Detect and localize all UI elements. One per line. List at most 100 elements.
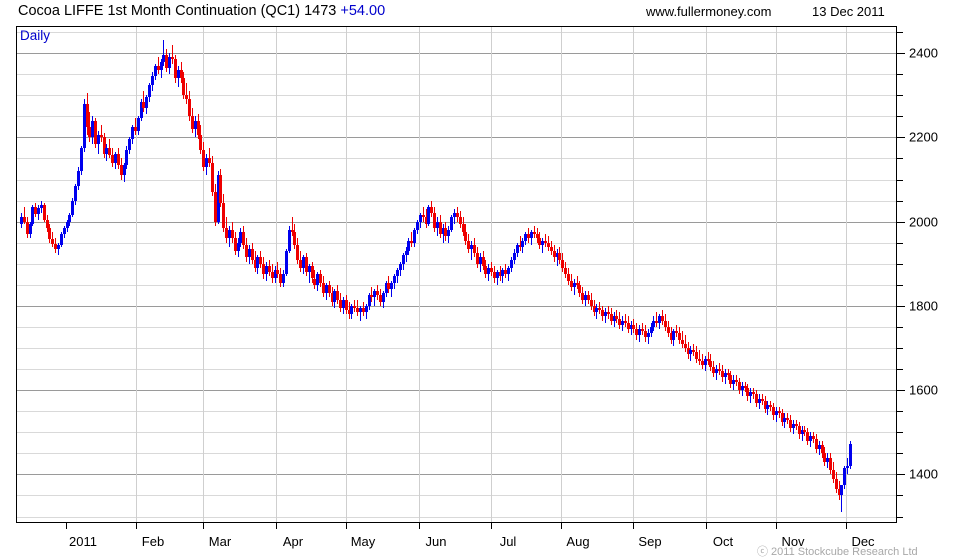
- gridline-major: [17, 137, 896, 138]
- candle-body: [74, 185, 77, 201]
- candle-body: [311, 265, 314, 279]
- candle-body: [601, 310, 604, 317]
- candle-body: [581, 293, 584, 300]
- gridline-vertical: [346, 27, 347, 522]
- candle-body: [88, 126, 91, 138]
- candle-body: [504, 270, 507, 275]
- candle-body: [425, 217, 428, 224]
- candle-body: [336, 291, 339, 300]
- candle-body: [436, 221, 439, 228]
- candle-body: [795, 423, 798, 426]
- candle-body: [689, 350, 692, 355]
- candle-body: [772, 406, 775, 416]
- candle-body: [180, 69, 183, 79]
- candle-wick: [574, 278, 575, 296]
- x-tick: [136, 523, 137, 529]
- candle-body: [151, 76, 154, 85]
- candle-body: [587, 295, 590, 300]
- candle-body: [71, 200, 74, 216]
- candle-body: [493, 272, 496, 279]
- candle-wick: [676, 324, 677, 338]
- candle-body: [171, 57, 174, 60]
- gridline-minor: [17, 517, 896, 518]
- y-tick: [897, 306, 905, 308]
- candle-body: [584, 295, 587, 300]
- y-tick: [897, 369, 903, 370]
- candle-body: [217, 175, 220, 222]
- candle-body: [262, 263, 265, 275]
- gridline-vertical: [846, 27, 847, 522]
- candle-body: [621, 320, 624, 325]
- candle-body: [63, 227, 66, 235]
- candle-body: [701, 360, 704, 365]
- candle-body: [843, 468, 846, 485]
- candle-body: [43, 204, 46, 220]
- candle-body: [37, 208, 40, 215]
- candle-wick: [101, 124, 102, 142]
- y-tick: [897, 32, 903, 33]
- candle-body: [373, 291, 376, 298]
- candle-body: [80, 147, 83, 172]
- candle-body: [390, 282, 393, 290]
- candle-body: [399, 263, 402, 271]
- candle-body: [746, 388, 749, 397]
- y-tick: [897, 201, 903, 202]
- candle-body: [97, 135, 100, 144]
- candle-body: [758, 398, 761, 403]
- candle-body: [279, 274, 282, 283]
- gridline-vertical: [561, 27, 562, 522]
- candle-body: [467, 240, 470, 249]
- candle-body: [333, 291, 336, 302]
- candle-body: [476, 253, 479, 264]
- candle-body: [368, 295, 371, 306]
- candle-body: [544, 240, 547, 243]
- gridline-vertical: [136, 27, 137, 522]
- x-axis-label: 2011: [69, 534, 97, 549]
- gridline-minor: [17, 348, 896, 349]
- candle-body: [165, 55, 168, 68]
- gridline-minor: [17, 32, 896, 33]
- gridline-major: [17, 53, 896, 54]
- candle-body: [715, 369, 718, 374]
- candle-body: [125, 150, 128, 165]
- candle-body: [718, 369, 721, 372]
- x-axis-label: Jul: [499, 534, 517, 549]
- candle-body: [285, 251, 288, 275]
- candle-body: [251, 249, 254, 260]
- candle-body: [148, 84, 151, 98]
- candle-body: [541, 240, 544, 245]
- candle-body: [140, 101, 143, 119]
- y-tick: [897, 116, 903, 117]
- gridline-major: [17, 222, 896, 223]
- y-tick: [897, 474, 905, 476]
- candle-body: [442, 227, 445, 235]
- gridline-minor: [17, 264, 896, 265]
- candle-body: [709, 360, 712, 367]
- chart-header: Cocoa LIFFE 1st Month Continuation (QC1)…: [0, 0, 980, 24]
- candle-body: [128, 139, 131, 150]
- candle-body: [698, 358, 701, 361]
- candle-body: [766, 404, 769, 410]
- instrument-title: Cocoa LIFFE 1st Month Continuation (QC1)…: [18, 3, 385, 19]
- candle-body: [496, 272, 499, 279]
- candle-wick: [58, 242, 59, 256]
- candle-wick: [209, 147, 210, 167]
- candle-body: [142, 101, 145, 108]
- candle-body: [325, 284, 328, 294]
- gridline-minor: [17, 180, 896, 181]
- candle-body: [521, 240, 524, 247]
- y-axis-label: 2200: [909, 129, 938, 145]
- candle-body: [561, 259, 564, 268]
- candle-body: [208, 158, 211, 163]
- candle-body: [162, 55, 165, 62]
- candle-body: [339, 299, 342, 308]
- y-axis-label: 2000: [909, 214, 938, 230]
- candle-body: [721, 371, 724, 378]
- x-tick: [706, 523, 707, 529]
- candle-wick: [360, 305, 361, 321]
- candle-body: [482, 257, 485, 266]
- candle-wick: [411, 232, 412, 247]
- candle-body: [359, 307, 362, 313]
- candle-wick: [608, 305, 609, 319]
- candle-body: [761, 398, 764, 401]
